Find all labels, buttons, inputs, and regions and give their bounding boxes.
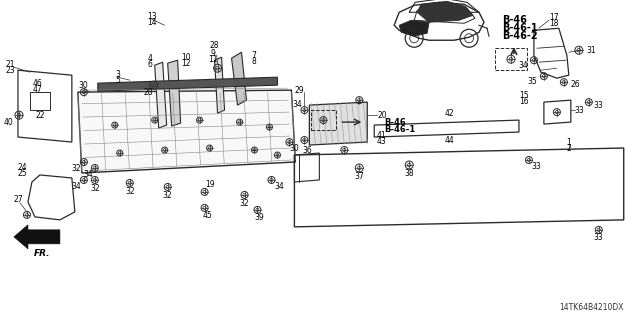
Text: 28: 28	[210, 41, 220, 50]
Text: 43: 43	[376, 137, 386, 146]
Text: 6: 6	[147, 60, 152, 69]
Text: 14: 14	[147, 18, 157, 27]
Text: 34: 34	[275, 182, 284, 191]
Text: 33: 33	[574, 106, 584, 115]
Text: 42: 42	[444, 108, 454, 117]
Text: 39: 39	[255, 213, 264, 222]
Text: 46: 46	[33, 79, 43, 88]
Text: 10: 10	[181, 53, 191, 62]
Text: 2: 2	[566, 144, 572, 153]
Polygon shape	[232, 52, 246, 105]
Polygon shape	[417, 1, 473, 22]
Text: 20: 20	[378, 111, 387, 120]
Text: 34: 34	[83, 171, 93, 180]
Text: 15: 15	[519, 91, 529, 100]
Text: 34: 34	[292, 100, 302, 108]
Text: 9: 9	[210, 49, 215, 58]
Text: 1: 1	[566, 138, 572, 147]
Text: 12: 12	[181, 59, 190, 68]
Text: 8: 8	[251, 57, 256, 66]
Text: 47: 47	[33, 85, 43, 94]
Polygon shape	[214, 57, 225, 113]
Text: 7: 7	[251, 51, 256, 60]
Text: 25: 25	[17, 170, 27, 179]
Text: 37: 37	[355, 172, 364, 181]
Polygon shape	[309, 102, 367, 145]
Text: 22: 22	[35, 111, 45, 120]
Text: 41: 41	[376, 131, 386, 140]
Text: 36: 36	[303, 146, 312, 155]
Text: 33: 33	[594, 233, 604, 242]
Polygon shape	[14, 225, 60, 249]
Text: 30: 30	[78, 81, 88, 90]
Text: 4: 4	[147, 54, 152, 63]
Polygon shape	[399, 20, 429, 36]
Bar	[312, 110, 336, 130]
Text: 24: 24	[17, 164, 27, 172]
Text: B-46-2: B-46-2	[502, 31, 538, 41]
Text: B-46: B-46	[384, 117, 406, 127]
Text: 30: 30	[289, 144, 300, 153]
Text: 31: 31	[586, 46, 596, 55]
Text: 32: 32	[71, 164, 81, 173]
Text: 16: 16	[519, 97, 529, 106]
Text: 29: 29	[294, 86, 304, 95]
Text: 3: 3	[115, 70, 120, 79]
Text: 27: 27	[13, 196, 23, 204]
Text: 13: 13	[147, 12, 157, 21]
Text: FR.: FR.	[34, 249, 50, 258]
Text: 33: 33	[594, 100, 604, 110]
Polygon shape	[98, 77, 277, 91]
Polygon shape	[155, 62, 166, 128]
Text: 28: 28	[144, 88, 154, 97]
Polygon shape	[78, 90, 296, 173]
Text: 14TK64B4210DX: 14TK64B4210DX	[559, 303, 623, 312]
Text: 11: 11	[208, 55, 218, 64]
Text: 35: 35	[527, 77, 537, 86]
Text: 44: 44	[444, 136, 454, 145]
Text: 32: 32	[125, 188, 134, 196]
Text: 34: 34	[518, 61, 528, 70]
Bar	[495, 48, 527, 70]
Text: B-46-1: B-46-1	[502, 23, 538, 33]
Text: 21: 21	[5, 60, 15, 69]
Text: 32: 32	[90, 184, 100, 194]
Text: 33: 33	[531, 163, 541, 172]
Text: B-46-1: B-46-1	[384, 124, 415, 133]
Text: 38: 38	[404, 170, 414, 179]
Text: 19: 19	[205, 180, 214, 189]
Text: B-46: B-46	[502, 15, 527, 25]
Text: 17: 17	[549, 13, 559, 22]
Text: 34: 34	[71, 182, 81, 191]
Text: 32: 32	[163, 191, 172, 200]
Text: 40: 40	[4, 117, 14, 127]
Text: 5: 5	[115, 76, 120, 85]
Text: 26: 26	[570, 80, 580, 89]
Polygon shape	[168, 60, 180, 126]
Text: 45: 45	[203, 212, 212, 220]
Text: 32: 32	[240, 199, 250, 208]
Text: 18: 18	[549, 19, 559, 28]
Text: 23: 23	[5, 66, 15, 75]
